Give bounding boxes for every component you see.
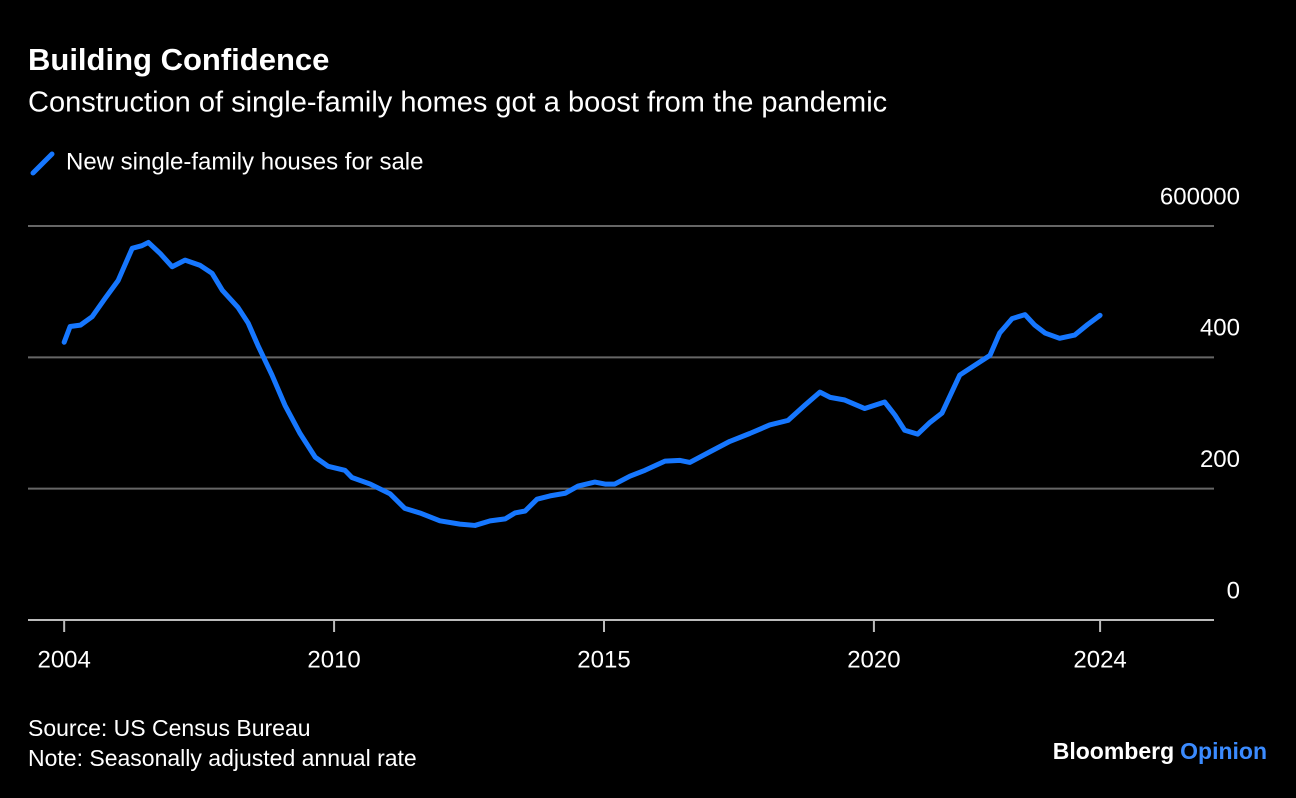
data-line: [61, 239, 1103, 528]
x-tick-label: 2004: [37, 646, 90, 673]
legend-label: New single-family houses for sale: [66, 148, 423, 175]
brand-section: Opinion: [1180, 738, 1267, 764]
y-tick-label: 400: [1200, 315, 1240, 342]
legend-swatch: [30, 151, 55, 176]
chart-title: Building Confidence: [28, 42, 329, 77]
y-tick-label: 0: [1227, 577, 1240, 604]
x-tick-label: 2024: [1073, 646, 1126, 673]
x-tick-label: 2010: [307, 646, 360, 673]
x-tick-label: 2015: [577, 646, 630, 673]
y-tick-label: 600000: [1160, 183, 1240, 210]
brand-name: Bloomberg: [1053, 738, 1174, 764]
note: Note: Seasonally adjusted annual rate: [28, 745, 417, 771]
x-tick-label: 2020: [847, 646, 900, 673]
brand: Bloomberg Opinion: [1053, 738, 1267, 764]
y-tick-label: 200: [1200, 446, 1240, 473]
chart-subtitle: Construction of single-family homes got …: [28, 87, 887, 119]
source: Source: US Census Bureau: [28, 715, 311, 741]
